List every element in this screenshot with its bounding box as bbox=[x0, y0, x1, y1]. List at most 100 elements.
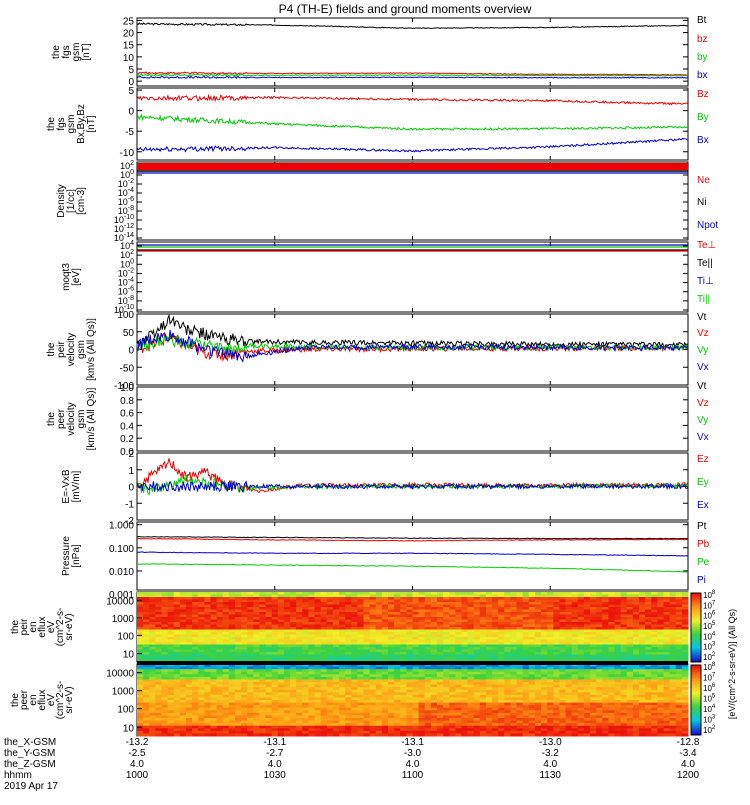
y-tick-label: 0.6 bbox=[120, 409, 134, 420]
spectrogram-cell bbox=[492, 733, 499, 736]
spectrogram-cell bbox=[425, 733, 432, 736]
y-axis-label: sr-eV) bbox=[64, 686, 75, 713]
spectrogram-cell bbox=[351, 733, 358, 736]
spectrogram-cell bbox=[498, 733, 505, 736]
spectrogram-cell bbox=[247, 733, 254, 736]
spectrogram-cell bbox=[345, 733, 352, 736]
y-tick-label: -5 bbox=[125, 127, 134, 138]
spectrogram-cell bbox=[364, 733, 371, 736]
spectrogram-cell bbox=[474, 733, 481, 736]
y-axis-label: sr-eV) bbox=[64, 613, 75, 640]
y-tick-label: 2 bbox=[128, 449, 134, 460]
y-tick-label: 15 bbox=[123, 41, 135, 52]
y-tick-label: 0.4 bbox=[120, 421, 134, 432]
y-tick-label: 0.010 bbox=[109, 567, 134, 578]
spectrogram-cell bbox=[217, 733, 224, 736]
spectrogram-cell bbox=[486, 733, 493, 736]
spectrogram-cell bbox=[370, 733, 377, 736]
spectrogram-cell bbox=[339, 733, 346, 736]
spectrogram-cell bbox=[174, 733, 181, 736]
spectrogram-cell bbox=[529, 733, 536, 736]
y-tick-label: 10 bbox=[123, 53, 135, 64]
spectrogram-cell bbox=[180, 733, 187, 736]
spectrogram-cell bbox=[241, 733, 248, 736]
y-tick-label: -50 bbox=[120, 363, 135, 374]
y-tick-label: 20 bbox=[123, 29, 135, 40]
spectrogram-cell bbox=[168, 733, 175, 736]
spectrogram-cell bbox=[198, 733, 205, 736]
spectrogram-cell bbox=[210, 733, 217, 736]
spectrogram-cell bbox=[235, 733, 242, 736]
y-tick-label: 0 bbox=[128, 107, 134, 118]
y-tick-label: 10 bbox=[123, 650, 135, 661]
y-tick-label: 1.000 bbox=[109, 521, 134, 532]
y-axis-label: [nT] bbox=[86, 115, 97, 132]
spectrogram-cell bbox=[333, 733, 340, 736]
spectrogram-cell bbox=[229, 733, 236, 736]
spectrogram-peer-eflux bbox=[137, 664, 689, 737]
spectrogram-cell bbox=[327, 733, 334, 736]
y-axis-label: [mV/m] bbox=[71, 470, 82, 502]
spectrogram-cell bbox=[590, 733, 597, 736]
spectrogram-cell bbox=[388, 733, 395, 736]
spectrogram-cell bbox=[504, 733, 511, 736]
spectrogram-cell bbox=[223, 733, 230, 736]
y-axis-label: [eV] bbox=[71, 268, 82, 286]
spectrogram-cell bbox=[468, 733, 475, 736]
y-tick-label: 0.100 bbox=[109, 544, 134, 555]
spectrogram-cell bbox=[155, 733, 162, 736]
series-line-ne bbox=[137, 163, 688, 170]
y-tick-label: 0 bbox=[128, 346, 134, 357]
spectrogram-cell bbox=[517, 733, 524, 736]
spectrogram-cell bbox=[204, 733, 211, 736]
spectrogram-cell bbox=[321, 733, 328, 736]
spectrogram-cell bbox=[149, 733, 156, 736]
spectrogram-cell bbox=[376, 733, 383, 736]
spectrogram-cell bbox=[253, 733, 260, 736]
spectrogram-cell bbox=[449, 733, 456, 736]
y-tick-label: 5 bbox=[128, 65, 134, 76]
spectrogram-cell bbox=[578, 733, 585, 736]
y-axis-label: [cm-3] bbox=[76, 187, 87, 215]
y-axis-label: [km/s (All Qs)] bbox=[86, 318, 97, 381]
spectrogram-cell bbox=[290, 733, 297, 736]
y-axis-label: [nPa] bbox=[71, 544, 82, 568]
spectrogram-cell bbox=[431, 733, 438, 736]
y-tick-label: 1.0 bbox=[120, 383, 134, 394]
spectrogram-cell bbox=[572, 733, 579, 736]
spectrogram-cell bbox=[296, 733, 303, 736]
y-tick-label: 1 bbox=[128, 466, 134, 477]
spectrogram-cell bbox=[394, 733, 401, 736]
spectrogram-cell bbox=[523, 733, 530, 736]
spectrogram-cell bbox=[480, 733, 487, 736]
spectrogram-cell bbox=[161, 733, 168, 736]
spectrogram-cell bbox=[443, 733, 450, 736]
y-tick-label: 5 bbox=[128, 86, 134, 97]
y-tick-label: 50 bbox=[123, 328, 135, 339]
y-tick-label: -10 bbox=[120, 148, 135, 159]
spectrogram-cell bbox=[186, 733, 193, 736]
spectrogram-cell bbox=[357, 733, 364, 736]
spectrogram-cell bbox=[461, 733, 468, 736]
y-tick-label: 0.2 bbox=[120, 434, 134, 445]
spectrogram-cell bbox=[308, 733, 315, 736]
chart-title: P4 (TH-E) fields and ground moments over… bbox=[279, 2, 532, 16]
spectrogram-cell bbox=[302, 733, 309, 736]
spectrogram-cell bbox=[455, 733, 462, 736]
spectrogram-cell bbox=[596, 733, 603, 736]
y-tick-label: -1 bbox=[125, 499, 134, 510]
y-axis-label: [km/s (All Qs)] bbox=[86, 387, 97, 450]
spectrogram-peir-eflux bbox=[137, 592, 689, 663]
y-tick-label: 25 bbox=[123, 16, 135, 27]
spectrogram-cell bbox=[192, 733, 199, 736]
y-tick-label: 1000 bbox=[112, 614, 135, 625]
y-tick-label: 0.8 bbox=[120, 396, 134, 407]
spectrogram-cell bbox=[510, 733, 517, 736]
spectrogram-cell bbox=[584, 733, 591, 736]
y-tick-label: 100 bbox=[117, 631, 134, 642]
y-axis-label: [nT] bbox=[81, 43, 92, 60]
y-tick-label: 10000 bbox=[106, 596, 134, 607]
spectrogram-cell bbox=[315, 733, 322, 736]
